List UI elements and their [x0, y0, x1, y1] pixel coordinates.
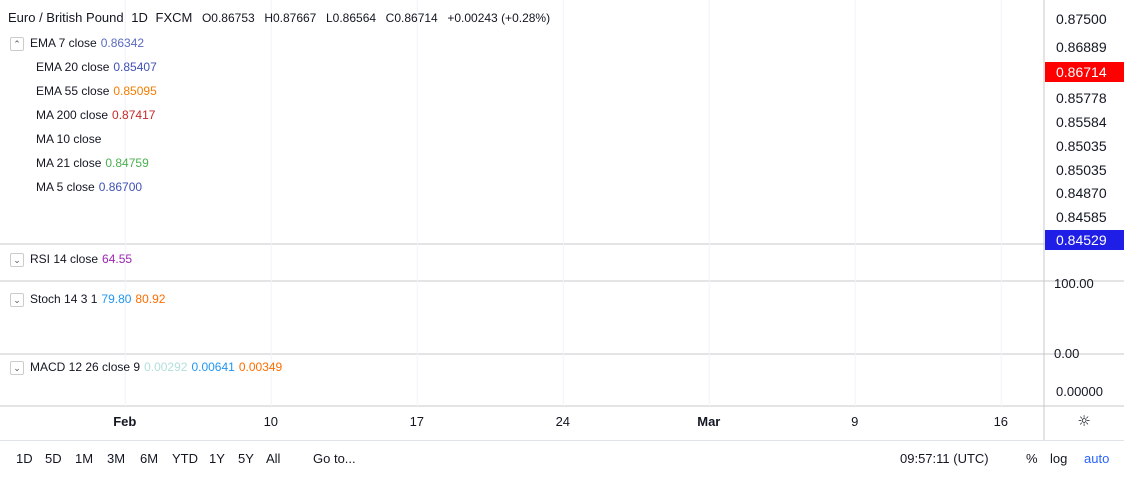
auto-toggle[interactable]: auto: [1084, 451, 1109, 466]
symbol-name: Euro / British Pound: [8, 10, 124, 25]
ohlc-close: C0.86714: [386, 11, 438, 25]
time-axis-label: 9: [851, 414, 858, 429]
stoch-axis-label: 100.00: [1054, 276, 1094, 291]
range-all[interactable]: All: [266, 451, 280, 466]
goto-button[interactable]: Go to...: [313, 451, 356, 466]
price-label-text: 0.85035: [1056, 138, 1107, 154]
collapse-icon[interactable]: ⌄: [10, 361, 24, 375]
legend-row[interactable]: MA 5 close 0.86700: [36, 180, 142, 194]
legend-value: 0.84759: [105, 156, 148, 170]
price-label-text: 0.85778: [1056, 90, 1107, 106]
legend-value: 0.86700: [99, 180, 142, 194]
ohlc-change: +0.00243 (+0.28%): [447, 11, 550, 25]
range-5y[interactable]: 5Y: [238, 451, 254, 466]
price-label-text: 0.84870: [1056, 185, 1107, 201]
bottom-toolbar: 1D 5D 1M 3M 6M YTD 1Y 5Y All Go to... 09…: [0, 440, 1124, 477]
legend-row[interactable]: EMA 55 close 0.85095: [36, 84, 157, 98]
rsi-label: RSI 14 close: [30, 252, 98, 266]
time-axis-label: 10: [264, 414, 278, 429]
time-axis-label: Feb: [113, 414, 136, 429]
price-label: 0.85035: [1045, 136, 1124, 156]
legend-label: MA 10 close: [36, 132, 101, 146]
price-label: 0.85035: [1045, 160, 1124, 180]
macd-legend: ⌄ MACD 12 26 close 9 0.00292 0.00641 0.00349: [10, 360, 282, 375]
range-6m[interactable]: 6M: [140, 451, 158, 466]
collapse-icon[interactable]: ⌃: [10, 37, 24, 51]
time-axis-label: Mar: [697, 414, 720, 429]
symbol-header: Euro / British Pound 1D FXCM O0.86753 H0…: [8, 10, 550, 25]
legend-label: MA 200 close: [36, 108, 108, 122]
interval: 1D: [131, 10, 148, 25]
price-label-text: 0.86889: [1056, 39, 1107, 55]
collapse-icon[interactable]: ⌄: [10, 293, 24, 307]
legend-label: EMA 7 close: [30, 36, 97, 50]
legend-value: 0.85407: [113, 60, 156, 74]
range-5d[interactable]: 5D: [45, 451, 62, 466]
stoch-k-value: 79.80: [101, 292, 131, 306]
price-label-text: 0.87500: [1056, 11, 1107, 27]
legend-label: EMA 55 close: [36, 84, 109, 98]
macd-line-value: 0.00641: [191, 360, 234, 374]
clock: 09:57:11 (UTC): [900, 451, 989, 466]
macd-signal-value: 0.00349: [239, 360, 282, 374]
legend-label: MA 21 close: [36, 156, 101, 170]
macd-label: MACD 12 26 close 9: [30, 360, 140, 374]
legend-value: 0.86342: [101, 36, 144, 50]
price-label: 0.84585: [1045, 207, 1124, 227]
price-label: 0.86714: [1045, 62, 1124, 82]
collapse-icon[interactable]: ⌄: [10, 253, 24, 267]
rsi-legend: ⌄ RSI 14 close 64.55: [10, 252, 132, 267]
price-label: 0.84529: [1045, 230, 1124, 250]
range-ytd[interactable]: YTD: [172, 451, 198, 466]
percent-toggle[interactable]: %: [1026, 451, 1038, 466]
stoch-d-value: 80.92: [135, 292, 165, 306]
price-label: 0.85778: [1045, 88, 1124, 108]
price-label-text: 0.84585: [1056, 209, 1107, 225]
range-1m[interactable]: 1M: [75, 451, 93, 466]
legend-row[interactable]: MA 200 close 0.87417: [36, 108, 155, 122]
legend-row[interactable]: MA 10 close: [36, 132, 105, 146]
price-label: 0.85584: [1045, 112, 1124, 132]
gear-icon[interactable]: ☼: [1077, 412, 1090, 430]
time-axis-label: 17: [410, 414, 424, 429]
legend-label: MA 5 close: [36, 180, 95, 194]
ohlc-open: O0.86753: [202, 11, 255, 25]
price-label-text: 0.85035: [1056, 162, 1107, 178]
legend-label: EMA 20 close: [36, 60, 109, 74]
price-label: 0.84870: [1045, 183, 1124, 203]
log-toggle[interactable]: log: [1050, 451, 1067, 466]
price-label: 0.86889: [1045, 37, 1124, 57]
price-label-text: 0.84529: [1056, 232, 1107, 248]
price-label-text: 0.85584: [1056, 114, 1107, 130]
price-label-text: 0.86714: [1056, 64, 1107, 80]
legend-row[interactable]: ⌃ EMA 7 close 0.86342: [10, 36, 144, 51]
rsi-value: 64.55: [102, 252, 132, 266]
legend-value: 0.87417: [112, 108, 155, 122]
range-1d[interactable]: 1D: [16, 451, 33, 466]
stoch-label: Stoch 14 3 1: [30, 292, 97, 306]
time-axis-label: 16: [994, 414, 1008, 429]
macd-axis-label: 0.00000: [1056, 384, 1103, 399]
legend-row[interactable]: EMA 20 close 0.85407: [36, 60, 157, 74]
legend-row[interactable]: MA 21 close 0.84759: [36, 156, 149, 170]
time-axis-label: 24: [556, 414, 570, 429]
range-3m[interactable]: 3M: [107, 451, 125, 466]
price-label: 0.87500: [1045, 9, 1124, 29]
macd-hist-value: 0.00292: [144, 360, 187, 374]
ohlc-high: H0.87667: [264, 11, 316, 25]
legend-value: 0.85095: [113, 84, 156, 98]
range-1y[interactable]: 1Y: [209, 451, 225, 466]
exchange: FXCM: [156, 10, 193, 25]
stoch-legend: ⌄ Stoch 14 3 1 79.80 80.92: [10, 292, 165, 307]
stoch-axis-label: 0.00: [1054, 346, 1079, 361]
ohlc-low: L0.86564: [326, 11, 376, 25]
